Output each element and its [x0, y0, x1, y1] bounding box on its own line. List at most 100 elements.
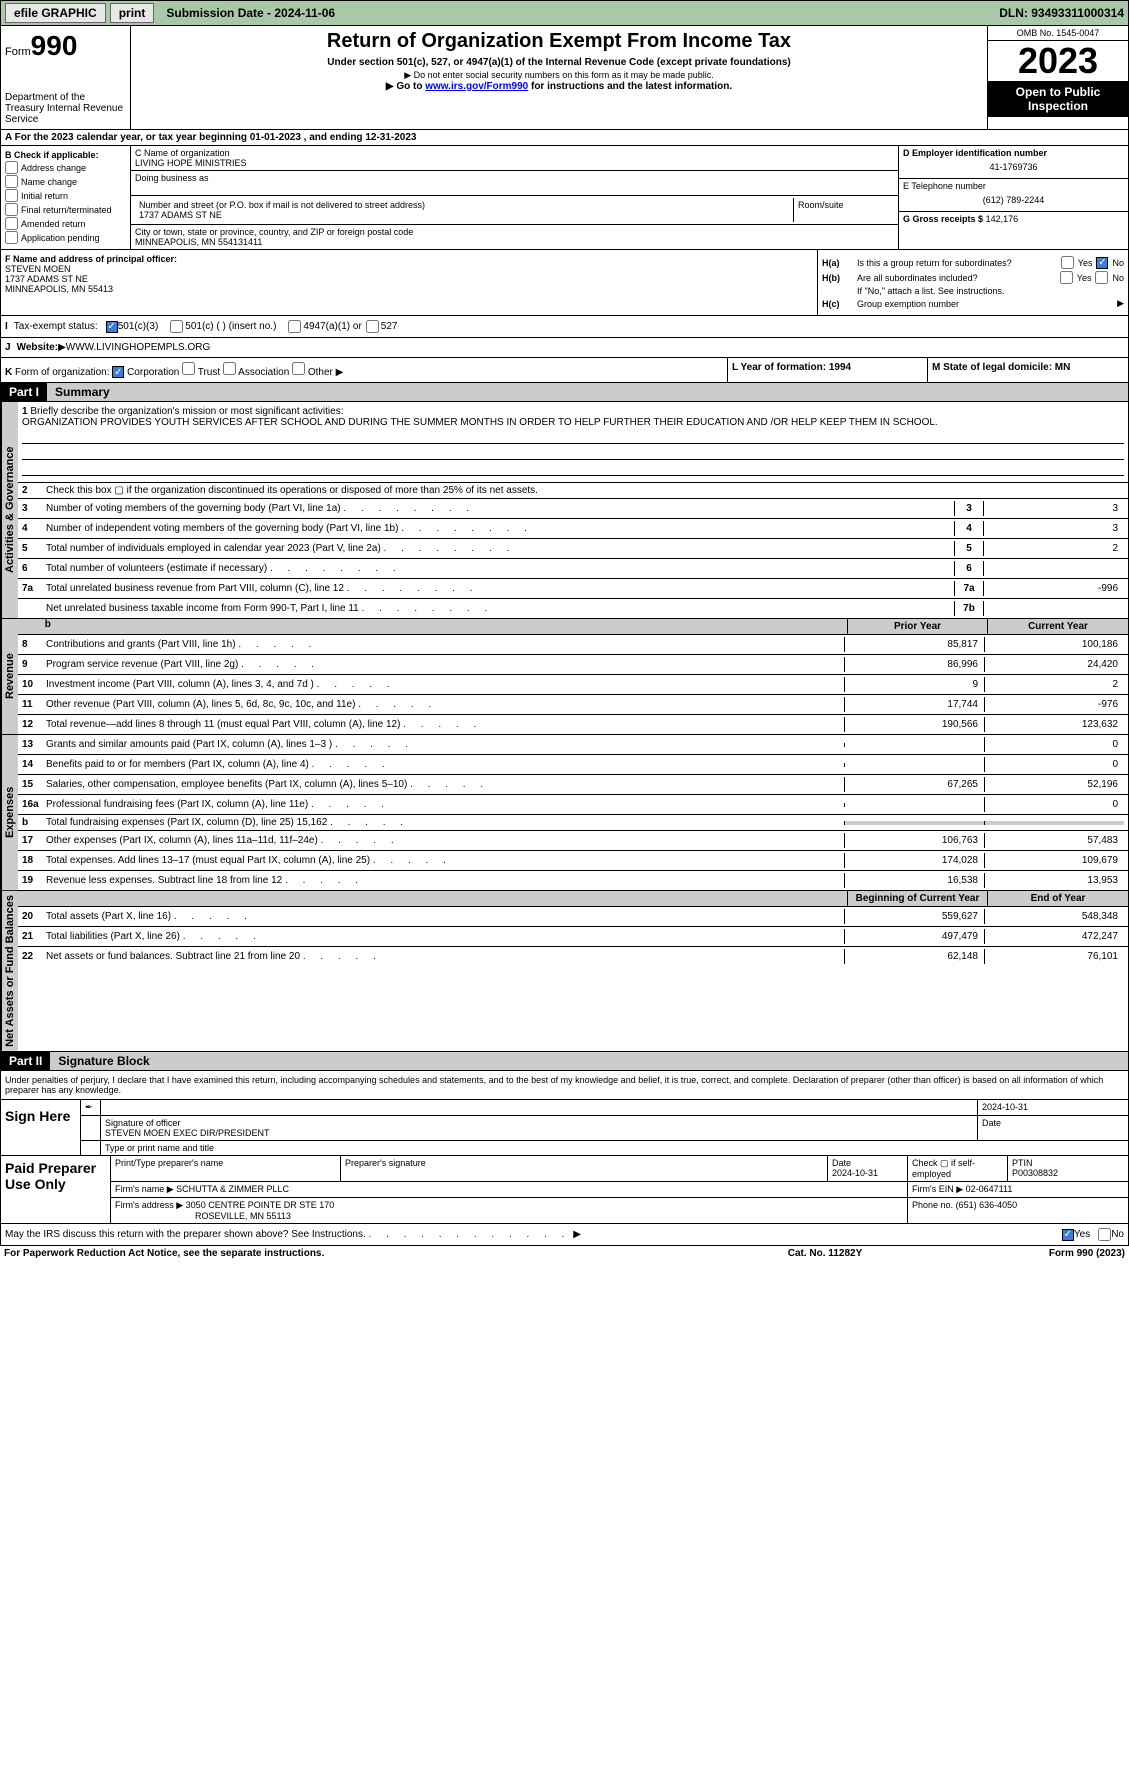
section-netassets: Net Assets or Fund Balances Beginning of… — [0, 891, 1129, 1052]
data-line: 11Other revenue (Part VIII, column (A), … — [18, 695, 1128, 715]
page-footer: For Paperwork Reduction Act Notice, see … — [0, 1246, 1129, 1261]
paid-preparer-block: Paid Preparer Use Only Print/Type prepar… — [0, 1156, 1129, 1224]
room-label: Room/suite — [794, 198, 894, 222]
city-value: MINNEAPOLIS, MN 554131411 — [135, 237, 894, 247]
chk-app-pending[interactable] — [5, 231, 18, 244]
chk-4947[interactable] — [288, 320, 301, 333]
vtab-expenses: Expenses — [1, 735, 18, 890]
sign-here-block: Sign Here ✒ 2024-10-31 Signature of offi… — [0, 1100, 1129, 1156]
current-year-label: Current Year — [988, 619, 1128, 634]
vtab-revenue: Revenue — [1, 619, 18, 734]
hb-no[interactable] — [1095, 271, 1108, 284]
chk-assoc[interactable] — [223, 362, 236, 375]
top-toolbar: efile GRAPHIC print Submission Date - 20… — [0, 0, 1129, 26]
eoy-label: End of Year — [988, 891, 1128, 906]
section-revenue: Revenue b Prior Year Current Year 8Contr… — [0, 619, 1129, 735]
box-c: C Name of organizationLIVING HOPE MINIST… — [131, 146, 898, 249]
gov-line: 4Number of independent voting members of… — [18, 519, 1128, 539]
chk-final-return[interactable] — [5, 203, 18, 216]
dln-label: DLN: 93493311000314 — [999, 6, 1124, 20]
city-label: City or town, state or province, country… — [135, 227, 894, 237]
officer-name: STEVEN MOEN — [5, 264, 813, 274]
gov-line: 3Number of voting members of the governi… — [18, 499, 1128, 519]
row-klm: K Form of organization: ✓ Corporation Tr… — [0, 358, 1129, 383]
data-line: 22Net assets or fund balances. Subtract … — [18, 947, 1128, 966]
form-header: Form990 Department of the Treasury Inter… — [0, 26, 1129, 130]
sig-date: 2024-10-31 — [978, 1100, 1128, 1115]
chk-address-change[interactable] — [5, 161, 18, 174]
data-line: 21Total liabilities (Part X, line 26) . … — [18, 927, 1128, 947]
boy-eoy-header: Beginning of Current Year End of Year — [18, 891, 1128, 907]
chk-amended[interactable] — [5, 217, 18, 230]
data-line: 15Salaries, other compensation, employee… — [18, 775, 1128, 795]
row-j: JWebsite: ▶ WWW.LIVINGHOPEMPLS.ORG — [0, 338, 1129, 358]
box-h: H(a)Is this a group return for subordina… — [818, 250, 1128, 315]
officer-sig-name: STEVEN MOEN EXEC DIR/PRESIDENT — [105, 1128, 973, 1138]
mission-block: 1 Briefly describe the organization's mi… — [18, 402, 1128, 483]
ha-no-checked[interactable]: ✓ — [1096, 257, 1108, 269]
data-line: 17Other expenses (Part IX, column (A), l… — [18, 831, 1128, 851]
org-name-label: C Name of organization — [135, 148, 894, 158]
ptin: P00308832 — [1012, 1168, 1058, 1178]
section-governance: Activities & Governance 1 Briefly descri… — [0, 402, 1129, 619]
data-line: 13Grants and similar amounts paid (Part … — [18, 735, 1128, 755]
boxes-bcdeg: B Check if applicable: Address change Na… — [0, 146, 1129, 250]
sign-here-label: Sign Here — [1, 1100, 81, 1155]
state-domicile: M State of legal domicile: MN — [928, 358, 1128, 382]
paid-preparer-label: Paid Preparer Use Only — [1, 1156, 111, 1223]
open-public-label: Open to Public Inspection — [988, 81, 1128, 117]
gov-line: 6Total number of volunteers (estimate if… — [18, 559, 1128, 579]
hb-note: If "No," attach a list. See instructions… — [822, 286, 1124, 296]
chk-name-change[interactable] — [5, 175, 18, 188]
website-value: WWW.LIVINGHOPEMPLS.ORG — [66, 342, 210, 353]
form-subtitle: Under section 501(c), 527, or 4947(a)(1)… — [135, 57, 983, 68]
data-line: 12Total revenue—add lines 8 through 11 (… — [18, 715, 1128, 734]
hb-yes[interactable] — [1060, 271, 1073, 284]
paperwork-notice: For Paperwork Reduction Act Notice, see … — [4, 1248, 725, 1259]
chk-initial-return[interactable] — [5, 189, 18, 202]
part2-header: Part II Signature Block — [0, 1052, 1129, 1071]
prep-date: 2024-10-31 — [832, 1168, 878, 1178]
efile-button[interactable]: efile GRAPHIC — [5, 3, 106, 23]
ssn-warning: ▶ Do not enter social security numbers o… — [135, 70, 983, 81]
firm-ein: 02-0647111 — [966, 1184, 1013, 1194]
period-line: A For the 2023 calendar year, or tax yea… — [0, 130, 1129, 146]
firm-addr2: ROSEVILLE, MN 55113 — [115, 1211, 291, 1221]
firm-phone: (651) 636-4050 — [956, 1200, 1018, 1210]
phone-label: E Telephone number — [903, 181, 1124, 191]
data-line: 14Benefits paid to or for members (Part … — [18, 755, 1128, 775]
ein-value: 41-1769736 — [903, 158, 1124, 176]
chk-corp[interactable]: ✓ — [112, 366, 124, 378]
boy-label: Beginning of Current Year — [848, 891, 988, 906]
year-formation: L Year of formation: 1994 — [728, 358, 928, 382]
gov-line: 5Total number of individuals employed in… — [18, 539, 1128, 559]
chk-501c[interactable] — [170, 320, 183, 333]
box-f: F Name and address of principal officer:… — [1, 250, 818, 315]
goto-line: ▶ Go to www.irs.gov/Form990 for instruct… — [135, 81, 983, 92]
chk-501c3[interactable]: ✓ — [106, 321, 118, 333]
discuss-yes[interactable]: ✓ — [1062, 1229, 1074, 1241]
dept-label: Department of the Treasury Internal Reve… — [5, 92, 126, 125]
box-b: B Check if applicable: Address change Na… — [1, 146, 131, 249]
form-title: Return of Organization Exempt From Incom… — [135, 30, 983, 53]
ha-yes[interactable] — [1061, 256, 1074, 269]
part1-header: Part I Summary — [0, 383, 1129, 402]
chk-trust[interactable] — [182, 362, 195, 375]
signature-declaration: Under penalties of perjury, I declare th… — [0, 1071, 1129, 1100]
data-line: 20Total assets (Part X, line 16) . . . .… — [18, 907, 1128, 927]
phone-value: (612) 789-2244 — [903, 191, 1124, 209]
data-line: 18Total expenses. Add lines 13–17 (must … — [18, 851, 1128, 871]
tax-year: 2023 — [988, 41, 1128, 81]
officer-label: F Name and address of principal officer: — [5, 254, 813, 264]
gov-line: Net unrelated business taxable income fr… — [18, 599, 1128, 618]
box-b-title: B Check if applicable: — [5, 150, 126, 160]
print-button[interactable]: print — [110, 3, 155, 23]
discuss-no[interactable] — [1098, 1228, 1111, 1241]
pycy-header: b Prior Year Current Year — [18, 619, 1128, 635]
prior-year-label: Prior Year — [848, 619, 988, 634]
data-line: 10Investment income (Part VIII, column (… — [18, 675, 1128, 695]
irs-link[interactable]: www.irs.gov/Form990 — [425, 81, 528, 92]
mission-text: ORGANIZATION PROVIDES YOUTH SERVICES AFT… — [22, 417, 1124, 428]
chk-527[interactable] — [366, 320, 379, 333]
chk-other[interactable] — [292, 362, 305, 375]
